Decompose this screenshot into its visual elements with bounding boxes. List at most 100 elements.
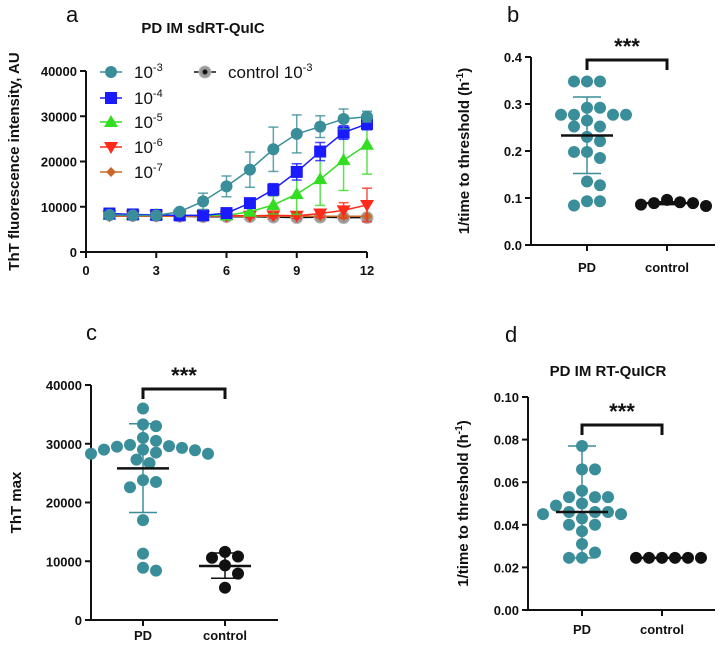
series-10-3: [103, 108, 373, 222]
x-tick-label: 12: [360, 263, 374, 278]
data-point: [104, 142, 118, 154]
data-point: [563, 551, 575, 564]
data-point: [594, 179, 606, 192]
legend-label: 10-7: [134, 162, 163, 182]
data-point: [266, 197, 281, 210]
y-tick-label: 0.2: [504, 144, 522, 159]
data-point: [360, 199, 374, 212]
y-tick-label: 20000: [46, 496, 82, 511]
y-tick-label: 0: [75, 613, 82, 628]
data-point: [173, 205, 186, 218]
data-point: [111, 440, 123, 453]
data-point: [289, 187, 304, 200]
data-point: [206, 551, 218, 564]
panel-letter-b: b: [507, 2, 519, 27]
y-axis-label-end: ): [456, 68, 473, 73]
data-point: [576, 439, 588, 452]
data-point: [104, 115, 118, 127]
chart-title: PD IM sdRT-QuIC: [141, 20, 265, 37]
data-point: [150, 564, 162, 577]
data-point: [555, 108, 567, 121]
data-point: [563, 491, 575, 504]
data-point: [360, 137, 374, 150]
data-point: [137, 431, 149, 444]
data-point: [105, 92, 117, 104]
group-control: [635, 193, 712, 212]
data-point: [314, 145, 327, 158]
data-point: [126, 209, 139, 222]
y-axis-label: ThT max: [8, 471, 25, 533]
legend-label: 10-3: [134, 62, 163, 82]
data-point: [189, 444, 201, 457]
legend-label-base: 10: [134, 113, 153, 132]
panel-b-scatter: 1/time to threshold (h-1) 0.0 0.1 0.2 0.3 0.4…: [455, 34, 715, 275]
data-point: [197, 209, 210, 222]
x-tick-label: 3: [153, 263, 160, 278]
y-tick-label: 0.00: [494, 603, 519, 618]
data-point: [137, 418, 149, 431]
data-point: [581, 101, 593, 114]
data-point: [137, 514, 149, 527]
data-point: [202, 447, 214, 460]
data-point: [150, 446, 162, 459]
y-tick-label: 0.0: [504, 238, 522, 253]
data-point-center: [202, 69, 208, 75]
data-point: [337, 112, 350, 125]
significance-stars: ***: [171, 363, 197, 388]
data-point: [176, 441, 188, 454]
data-point: [137, 474, 149, 487]
data-point: [602, 491, 614, 504]
legend-label-base: control 10: [228, 63, 303, 82]
data-point: [581, 145, 593, 158]
data-point: [700, 199, 712, 212]
data-point: [197, 195, 210, 208]
data-point: [594, 120, 606, 133]
data-point: [568, 120, 580, 133]
legend-item: 10-6: [100, 137, 163, 157]
data-point: [232, 550, 244, 563]
y-axis-label-exponent: -1: [454, 425, 465, 434]
panel-letter-d: d: [505, 322, 517, 347]
y-tick-label: 10000: [41, 200, 77, 215]
y-tick-label: 0.04: [494, 518, 520, 533]
data-point: [635, 198, 647, 211]
data-point: [576, 463, 588, 476]
data-point: [576, 525, 588, 538]
group-PD: [537, 439, 627, 564]
data-point: [576, 497, 588, 510]
x-tick-label-PD: PD: [578, 260, 596, 275]
data-point: [581, 114, 593, 127]
x-tick-label-PD: PD: [134, 628, 152, 643]
data-point: [581, 175, 593, 188]
data-point: [137, 443, 149, 456]
data-point: [137, 547, 149, 560]
group-control: [630, 551, 707, 564]
panel-d-scatter: PD IM RT-QuICR 1/time to threshold (h-1) 0…: [454, 363, 715, 637]
legend-label: 10-6: [134, 137, 163, 157]
legend-label-exponent: -3: [153, 62, 163, 74]
legend-label-base: 10: [134, 138, 153, 157]
legend-item: control 10-3: [194, 62, 312, 82]
panel-c-scatter: ThT max 0 10000 20000 30000 40000 PD control ***: [8, 363, 278, 643]
data-point: [594, 101, 606, 114]
y-axis-label: ThT fluorescence intensity, AU: [6, 52, 23, 270]
legend-item: 10-5: [100, 112, 163, 132]
significance-bracket: [141, 387, 227, 399]
legend-label-base: 10: [134, 63, 153, 82]
data-point: [537, 508, 549, 521]
legend-label-exponent: -4: [153, 88, 163, 100]
y-tick-label: 40000: [46, 378, 82, 393]
data-point: [550, 499, 562, 512]
data-point: [589, 518, 601, 531]
x-tick-label: 0: [82, 263, 89, 278]
data-point: [594, 75, 606, 88]
data-point: [220, 180, 233, 193]
x-tick-label-control: control: [203, 628, 247, 643]
legend-item: 10-3: [100, 62, 163, 82]
data-point: [607, 108, 619, 121]
data-point: [594, 152, 606, 165]
y-axis-label-main: ThT max: [8, 471, 25, 533]
y-tick-label: 30000: [41, 109, 77, 124]
group-PD: [85, 402, 214, 577]
legend-label: 10-5: [134, 112, 163, 132]
